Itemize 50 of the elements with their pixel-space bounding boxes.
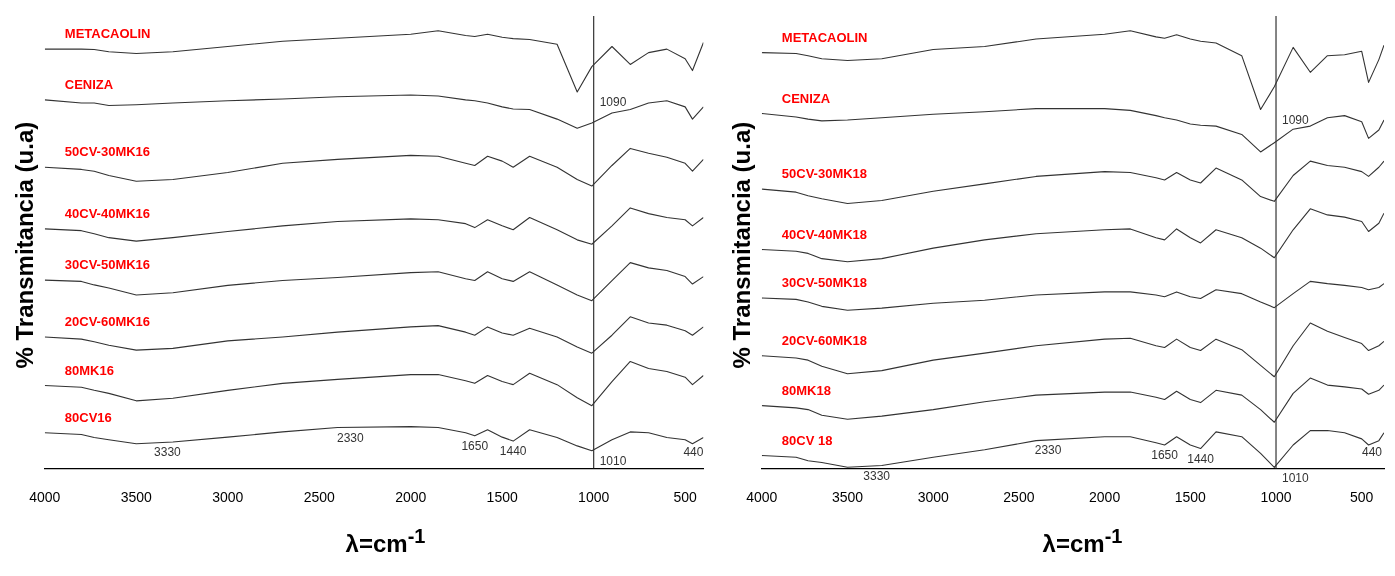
series-label: 50CV-30MK18	[781, 166, 868, 182]
x-tick-label: 3000	[212, 489, 244, 506]
series-label: 40CV-40MK16	[64, 205, 151, 221]
series-label: CENIZA	[64, 76, 114, 92]
x-axis-title: λ=cm$^{-1}$	[344, 525, 426, 558]
x-tick-label: 2500	[1003, 489, 1035, 506]
x-axis-title: λ=cm$^{-1}$	[1041, 525, 1123, 558]
annotation: 1010	[1282, 470, 1310, 485]
annotation: 1440	[499, 444, 527, 459]
series-label: 50CV-30MK16	[64, 144, 151, 160]
x-tick-label: 3500	[120, 489, 153, 506]
y-axis-title: % Transmitancia (u.a)	[728, 121, 756, 369]
annotation: 1440	[1187, 451, 1215, 466]
x-tick-label: 1000	[578, 489, 610, 506]
x-tick-label: 500	[673, 489, 698, 506]
x-tick-label: 1000	[1260, 489, 1292, 506]
series-label: 80CV 18	[781, 432, 833, 448]
x-tick-label: 1500	[486, 489, 518, 506]
series-label: 80MK16	[64, 362, 114, 378]
x-tick-label: 2000	[395, 489, 427, 506]
series-label: 30CV-50MK16	[64, 257, 151, 273]
series-label: METACAOLIN	[781, 29, 868, 45]
series-label: 80CV16	[64, 409, 112, 425]
x-tick-label: 4000	[746, 489, 778, 506]
x-tick-label: 4000	[29, 489, 61, 506]
series-label: 30CV-50MK18	[781, 275, 868, 291]
annotation: 2330	[1034, 443, 1062, 458]
annotation: 3330	[154, 445, 182, 460]
series-label: CENIZA	[781, 90, 831, 106]
x-tick-label: 3000	[917, 489, 949, 506]
series-label: METACAOLIN	[64, 26, 151, 42]
annotation: 1650	[461, 439, 489, 454]
series-label: 40CV-40MK18	[781, 226, 868, 242]
y-axis-title: % Transmitancia (u.a)	[11, 121, 39, 369]
x-tick-label: 3500	[831, 489, 864, 506]
x-tick-label: 2500	[303, 489, 336, 506]
annotation: 440	[683, 444, 704, 459]
annotation: 2330	[336, 430, 365, 445]
annotation: 1090	[1282, 112, 1310, 127]
series-label: 80MK18	[781, 382, 831, 398]
x-tick-label: 500	[1350, 489, 1374, 506]
series-label: 20CV-60MK16	[64, 314, 151, 330]
x-tick-label: 2000	[1089, 489, 1121, 506]
annotation: 1010	[599, 454, 627, 469]
x-tick-label: 1500	[1174, 489, 1207, 506]
annotation: 3330	[863, 468, 891, 483]
annotation: 440	[1361, 445, 1383, 460]
series-label: 20CV-60MK18	[781, 332, 868, 348]
annotation: 1090	[599, 95, 627, 110]
annotation: 1650	[1151, 448, 1179, 463]
